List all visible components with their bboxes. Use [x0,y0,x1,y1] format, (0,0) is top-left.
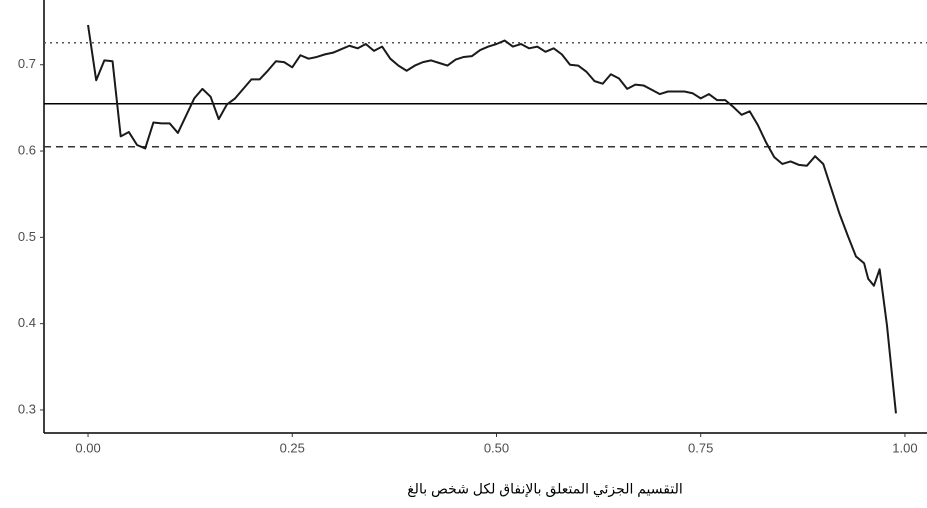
x-tick-label: 0.75 [688,440,713,455]
x-tick-label: 1.00 [892,440,917,455]
y-tick-label: 0.5 [18,229,36,244]
y-tick-label: 0.7 [18,56,36,71]
y-tick-label: 0.4 [18,315,36,330]
y-tick-label: 0.6 [18,142,36,157]
y-tick-label: 0.3 [18,401,36,416]
x-tick-label: 0.25 [280,440,305,455]
x-tick-label: 0.50 [484,440,509,455]
x-tick-label: 0.00 [75,440,100,455]
data-line [87,24,897,414]
x-axis-title: التقسيم الجزئي المتعلق بالإنفاق لكل شخص … [407,481,683,498]
